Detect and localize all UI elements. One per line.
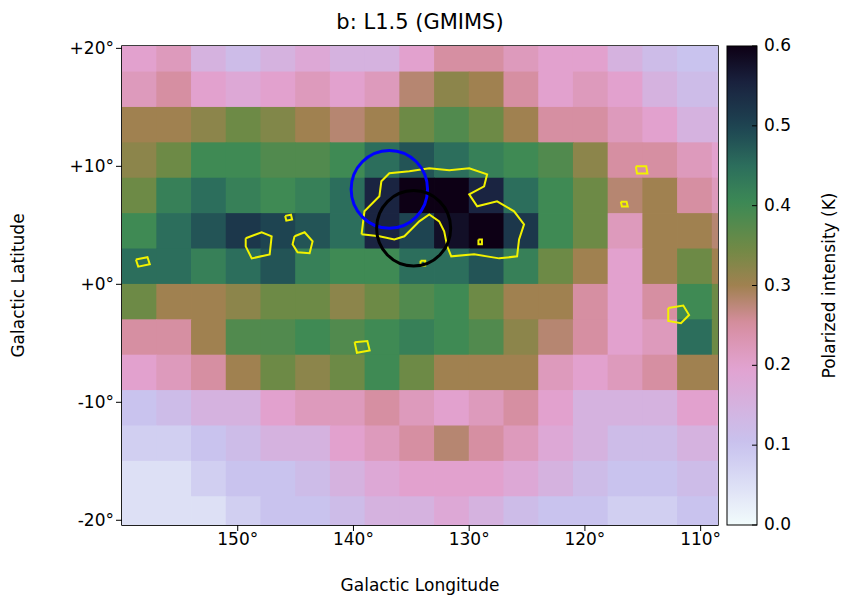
svg-text:Galactic Latitude: Galactic Latitude (8, 213, 28, 357)
svg-text:+0°: +0° (80, 274, 114, 294)
svg-text:120°: 120° (564, 529, 605, 549)
svg-text:0.5: 0.5 (764, 115, 791, 135)
svg-text:-20°: -20° (78, 510, 114, 530)
svg-text:Polarized intensity (K): Polarized intensity (K) (819, 193, 839, 379)
svg-text:0.4: 0.4 (764, 195, 791, 215)
svg-text:0.3: 0.3 (764, 275, 791, 295)
svg-text:0.6: 0.6 (764, 35, 791, 55)
svg-text:-10°: -10° (78, 392, 114, 412)
svg-text:0.2: 0.2 (764, 354, 791, 374)
svg-text:Galactic Longitude: Galactic Longitude (341, 575, 500, 595)
svg-text:+10°: +10° (70, 156, 114, 176)
svg-text:110°: 110° (680, 529, 721, 549)
svg-text:140°: 140° (333, 529, 374, 549)
svg-text:0.0: 0.0 (764, 514, 791, 534)
svg-text:150°: 150° (217, 529, 258, 549)
svg-text:0.1: 0.1 (764, 434, 791, 454)
svg-text:+20°: +20° (70, 38, 114, 58)
html-text:b: L1.5 (GMIMS): b: L1.5 (GMIMS) (336, 10, 504, 34)
svg-text:130°: 130° (449, 529, 490, 549)
